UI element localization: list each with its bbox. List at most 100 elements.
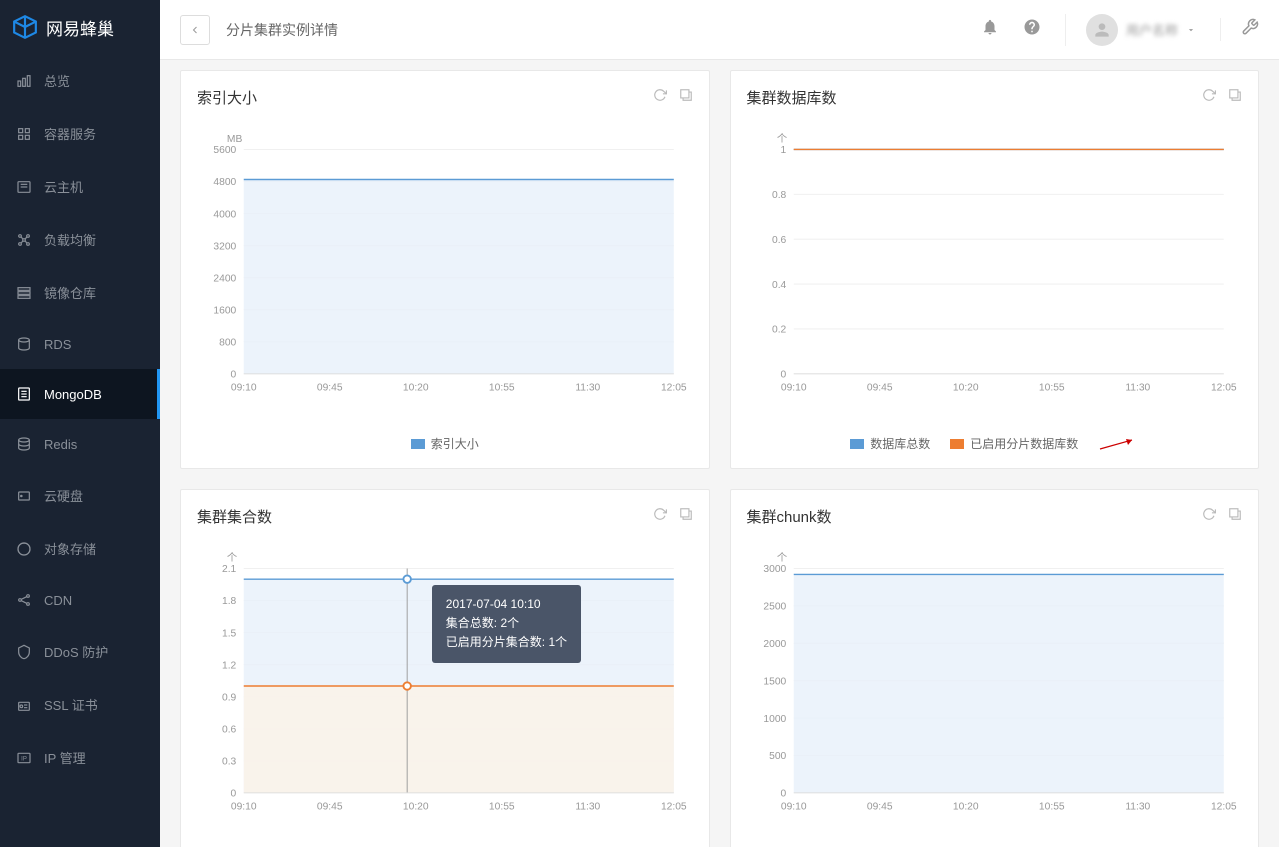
sidebar-item-label: MongoDB [44,387,102,402]
svg-text:3200: 3200 [213,241,236,252]
svg-text:09:10: 09:10 [780,383,806,394]
notification-icon[interactable] [981,18,999,41]
sidebar-item-label: DDoS 防护 [44,642,108,661]
topbar: 分片集群实例详情 用户名称 [160,0,1279,60]
svg-text:09:10: 09:10 [231,383,257,394]
sidebar-item-storage[interactable]: 对象存储 [0,522,160,575]
chevron-down-icon [1186,25,1196,35]
svg-text:个: 个 [227,552,237,564]
ssl-icon [16,697,32,713]
svg-text:3000: 3000 [763,564,786,575]
svg-text:1600: 1600 [213,305,236,316]
container-icon [16,126,32,142]
sidebar-item-loadbalance[interactable]: 负载均衡 [0,213,160,266]
svg-text:0: 0 [780,789,786,800]
svg-text:5600: 5600 [213,145,236,156]
annotation-arrow [1098,437,1138,451]
brand-text: 网易蜂巢 [46,15,114,40]
chart-legend: 数据库总数 已启用分片数据库数 [747,435,1243,452]
back-button[interactable] [180,15,210,45]
sidebar-item-ddos[interactable]: DDoS 防护 [0,625,160,678]
svg-text:IP: IP [21,756,27,762]
sidebar-item-label: 总览 [44,71,70,90]
svg-text:10:20: 10:20 [952,802,978,813]
sidebar-item-label: 负载均衡 [44,230,96,249]
svg-text:09:45: 09:45 [317,802,343,813]
chart-title: 索引大小 [197,87,257,108]
chart-plot: MB 080016002400320040004800560009:1009:4… [197,116,693,431]
help-icon[interactable] [1023,18,1041,41]
svg-text:2400: 2400 [213,273,236,284]
content-area: 索引大小 MB 080016002400320040004800560009:1… [160,60,1279,847]
svg-text:10:55: 10:55 [1038,383,1064,394]
sidebar-item-cdn[interactable]: CDN [0,575,160,625]
svg-text:10:20: 10:20 [952,383,978,394]
sidebar-item-overview[interactable]: 总览 [0,54,160,107]
expand-icon[interactable] [679,507,693,526]
expand-icon[interactable] [679,88,693,107]
sidebar-item-label: Redis [44,437,77,452]
svg-text:1000: 1000 [763,714,786,725]
svg-text:4000: 4000 [213,209,236,220]
svg-text:11:30: 11:30 [575,802,600,813]
svg-text:11:30: 11:30 [575,383,600,394]
svg-text:个: 个 [776,552,786,564]
sidebar-item-label: 镜像仓库 [44,283,96,302]
svg-text:12:05: 12:05 [661,802,687,813]
chart-title: 集群数据库数 [747,87,837,108]
svg-text:11:30: 11:30 [1125,383,1150,394]
refresh-icon[interactable] [653,88,667,107]
svg-text:0: 0 [231,370,237,381]
settings-icon[interactable] [1220,18,1259,41]
sidebar: 网易蜂巢 总览容器服务云主机负载均衡镜像仓库 RDS MongoDB Redis 云硬盘… [0,0,160,847]
legend-item[interactable]: 索引大小 [411,435,479,452]
sidebar-item-registry[interactable]: 镜像仓库 [0,266,160,319]
svg-text:0.8: 0.8 [771,190,786,201]
mongodb-icon [16,386,32,402]
expand-icon[interactable] [1228,507,1242,526]
svg-text:12:05: 12:05 [1210,802,1236,813]
chart-title: 集群chunk数 [747,506,832,527]
svg-text:11:30: 11:30 [1125,802,1150,813]
refresh-icon[interactable] [653,507,667,526]
sidebar-item-host[interactable]: 云主机 [0,160,160,213]
chart-plot: 个 00.20.40.60.8109:1009:4510:2010:5511:3… [747,116,1243,431]
redis-icon [16,436,32,452]
svg-text:1.8: 1.8 [222,596,237,607]
expand-icon[interactable] [1228,88,1242,107]
sidebar-item-label: RDS [44,337,71,352]
svg-text:0: 0 [780,370,786,381]
svg-text:0.2: 0.2 [771,325,786,336]
sidebar-item-label: CDN [44,593,72,608]
sidebar-item-disk[interactable]: 云硬盘 [0,469,160,522]
brand-logo[interactable]: 网易蜂巢 [0,0,160,54]
chart-card: 集群数据库数 个 00.20.40.60.8109:1009:4510:2010… [730,70,1260,469]
svg-text:800: 800 [219,338,236,349]
username: 用户名称 [1126,20,1178,39]
refresh-icon[interactable] [1202,507,1216,526]
svg-text:0.4: 0.4 [771,280,786,291]
svg-text:09:10: 09:10 [780,802,806,813]
chart-card: 索引大小 MB 080016002400320040004800560009:1… [180,70,710,469]
sidebar-item-redis[interactable]: Redis [0,419,160,469]
svg-text:10:20: 10:20 [403,802,429,813]
svg-text:09:45: 09:45 [866,802,892,813]
sidebar-item-ssl[interactable]: SSL 证书 [0,678,160,731]
user-menu[interactable]: 用户名称 [1065,14,1196,46]
sidebar-item-rds[interactable]: RDS [0,319,160,369]
legend-item[interactable]: 数据库总数 [850,435,930,452]
chart-card: 集群chunk数 个 05001000150020002500300009:10… [730,489,1260,847]
sidebar-item-ip[interactable]: IPIP 管理 [0,731,160,784]
sidebar-item-container[interactable]: 容器服务 [0,107,160,160]
legend-item[interactable]: 已启用分片数据库数 [950,435,1078,452]
disk-icon [16,488,32,504]
svg-text:12:05: 12:05 [1210,383,1236,394]
svg-text:12:05: 12:05 [661,383,687,394]
refresh-icon[interactable] [1202,88,1216,107]
svg-text:2000: 2000 [763,639,786,650]
svg-text:10:20: 10:20 [403,383,429,394]
chart-plot: 个 05001000150020002500300009:1009:4510:2… [747,535,1243,847]
svg-text:0.6: 0.6 [222,724,237,735]
svg-text:10:55: 10:55 [489,802,515,813]
sidebar-item-mongodb[interactable]: MongoDB [0,369,160,419]
